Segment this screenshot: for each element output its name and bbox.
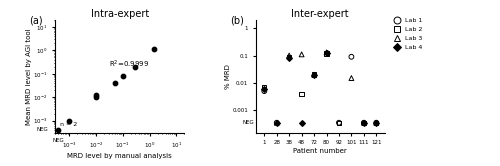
Point [348,77,356,79]
Point [110,82,118,84]
Point [298,92,306,95]
Point [310,73,318,76]
Title: Inter-expert: Inter-expert [292,9,349,19]
Point [150,47,158,50]
Point [372,121,380,124]
Point [285,57,293,59]
Point [335,121,343,124]
Point [310,73,318,76]
Title: Intra-expert: Intra-expert [90,9,149,19]
Point [298,121,306,124]
Point [372,121,380,124]
Text: (a): (a) [29,15,42,25]
Point [272,121,280,124]
Point [360,121,368,124]
Legend: Lab 1, Lab 2, Lab 3, Lab 4: Lab 1, Lab 2, Lab 3, Lab 4 [390,17,422,50]
Point [348,55,356,58]
Point [360,121,368,124]
Point [285,54,293,57]
Point [322,51,330,54]
Point [260,88,268,90]
Y-axis label: % MRD: % MRD [225,64,231,89]
Point [360,121,368,124]
Point [132,65,140,68]
Point [372,121,380,124]
Point [92,96,100,98]
Text: NEG: NEG [242,120,254,125]
Text: NEG: NEG [36,127,48,132]
Point [118,75,126,77]
Y-axis label: Mean MRD level by AGI tool: Mean MRD level by AGI tool [26,28,32,125]
Point [260,90,268,92]
Point [310,73,318,76]
Text: NEG: NEG [52,138,64,143]
Point [322,52,330,55]
Point [285,55,293,58]
Point [322,52,330,55]
Point [272,121,280,124]
Point [272,121,280,124]
Text: R$^2$=0.9999: R$^2$=0.9999 [110,59,150,70]
Point [335,121,343,124]
Text: n = 2: n = 2 [60,122,78,127]
Point [372,121,380,124]
Point [92,94,100,97]
Point [360,121,368,124]
Point [65,119,73,122]
Point [54,128,62,131]
X-axis label: MRD level by manual analysis: MRD level by manual analysis [68,153,172,159]
X-axis label: Patient number: Patient number [294,148,347,154]
Point [260,86,268,88]
Point [298,53,306,56]
Text: (b): (b) [230,15,243,25]
